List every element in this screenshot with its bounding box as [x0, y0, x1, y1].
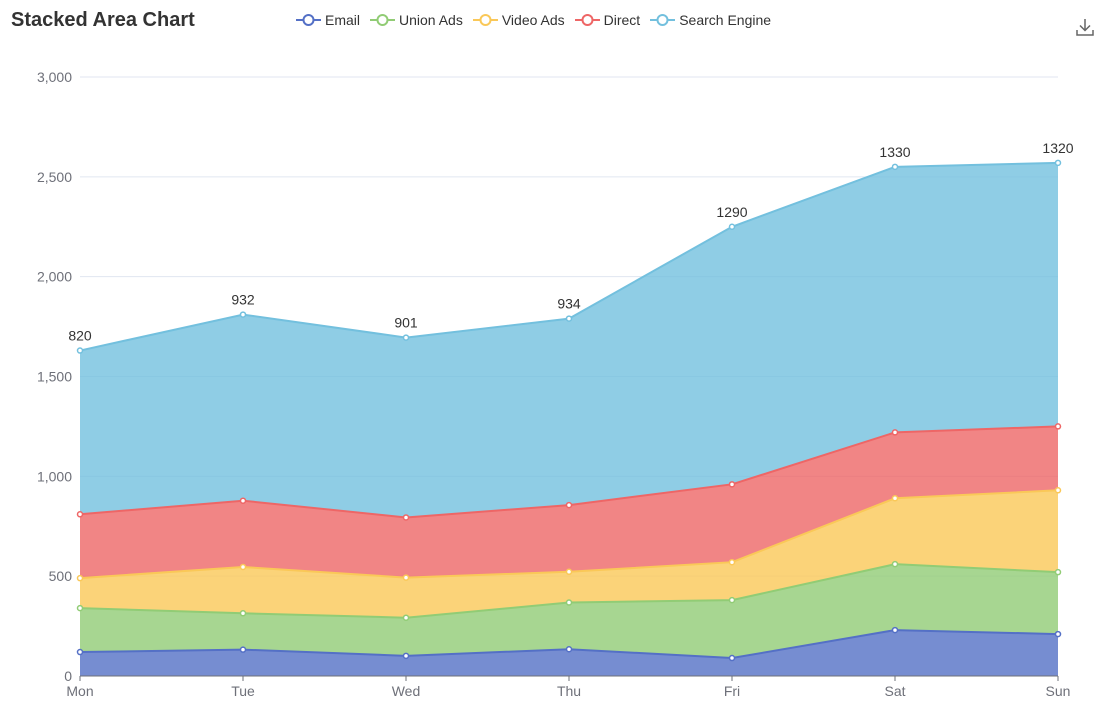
x-tick-label: Wed — [392, 683, 421, 699]
point-layer — [76, 159, 1062, 662]
point-union-ads — [565, 599, 573, 606]
point-email — [76, 648, 84, 656]
legend-marker-search-engine — [650, 14, 676, 26]
legend-item-email[interactable]: Email — [296, 12, 360, 28]
point-email — [239, 646, 247, 653]
point-video-ads — [728, 558, 736, 566]
point-email — [728, 654, 736, 662]
point-email — [402, 652, 410, 660]
legend-item-search-engine[interactable]: Search Engine — [650, 12, 771, 28]
point-direct — [891, 429, 899, 436]
y-tick-label: 500 — [49, 568, 73, 584]
legend: Email Union Ads Video Ads Direct Search … — [296, 12, 781, 28]
point-union-ads — [402, 614, 410, 621]
data-label-search-engine: 934 — [557, 296, 581, 312]
point-direct — [239, 497, 247, 504]
legend-label-video-ads: Video Ads — [501, 12, 565, 28]
point-search-engine — [1054, 159, 1062, 167]
legend-item-direct[interactable]: Direct — [574, 12, 641, 28]
x-tick-label: Tue — [231, 683, 255, 699]
point-direct — [76, 511, 84, 518]
point-video-ads — [76, 574, 84, 582]
point-search-engine — [891, 163, 899, 171]
point-union-ads — [76, 604, 84, 612]
x-tick-label: Mon — [66, 683, 93, 699]
point-video-ads — [402, 574, 410, 581]
area-video-ads — [80, 490, 1058, 618]
legend-marker-email — [296, 14, 321, 26]
point-video-ads — [891, 495, 899, 502]
point-search-engine — [402, 334, 410, 341]
point-email — [1054, 630, 1062, 638]
point-search-engine — [728, 223, 736, 230]
area-layer — [80, 162, 1058, 676]
y-tick-label: 0 — [64, 668, 72, 684]
data-label-search-engine: 1330 — [879, 144, 910, 160]
legend-marker-video-ads — [472, 14, 498, 26]
point-email — [891, 626, 899, 634]
point-union-ads — [728, 596, 736, 604]
x-tick-label: Sun — [1046, 683, 1071, 699]
data-label-search-engine: 1320 — [1042, 140, 1073, 156]
point-search-engine — [565, 315, 573, 322]
data-label-search-engine: 820 — [68, 328, 92, 344]
data-label-search-engine: 901 — [394, 315, 418, 331]
legend-label-email: Email — [325, 12, 361, 28]
point-video-ads — [239, 563, 247, 571]
y-tick-label: 3,000 — [37, 69, 72, 85]
legend-marker-direct — [574, 14, 600, 26]
label-layer: 820 932 901 934 1290 1330 1320 — [68, 140, 1073, 344]
point-search-engine — [239, 311, 247, 318]
y-tick-label: 2,000 — [37, 269, 72, 285]
area-direct — [80, 426, 1058, 579]
legend-label-direct: Direct — [603, 12, 641, 28]
x-tick-label: Sat — [884, 683, 905, 699]
area-search-engine — [80, 162, 1058, 518]
x-tick-label: Thu — [557, 683, 581, 699]
legend-item-union-ads[interactable]: Union Ads — [370, 12, 463, 28]
legend-label-union-ads: Union Ads — [399, 12, 463, 28]
area-union-ads — [80, 564, 1058, 659]
point-direct — [402, 514, 410, 521]
area-email — [80, 630, 1058, 676]
data-label-search-engine: 1290 — [716, 204, 747, 220]
point-direct — [565, 501, 573, 509]
legend-marker-union-ads — [370, 14, 396, 26]
y-tick-label: 1,000 — [37, 468, 72, 484]
y-tick-label: 1,500 — [37, 369, 72, 385]
point-union-ads — [239, 610, 247, 617]
point-search-engine — [76, 347, 84, 354]
point-union-ads — [891, 560, 899, 568]
point-direct — [1054, 423, 1062, 430]
y-tick-label: 2,500 — [37, 169, 72, 185]
legend-item-video-ads[interactable]: Video Ads — [472, 12, 565, 28]
point-email — [565, 645, 573, 653]
download-icon[interactable] — [1074, 16, 1096, 38]
legend-label-search-engine: Search Engine — [679, 12, 772, 28]
point-direct — [728, 481, 736, 488]
axis-layer: 0 500 1,000 1,500 2,000 2,500 3,000 Mon Tue Wed Th… — [37, 69, 1071, 699]
point-union-ads — [1054, 568, 1062, 576]
data-label-search-engine: 932 — [231, 292, 255, 308]
point-video-ads — [565, 568, 573, 576]
point-video-ads — [1054, 487, 1062, 494]
chart-title: Stacked Area Chart — [11, 9, 195, 31]
x-tick-label: Fri — [724, 683, 740, 699]
